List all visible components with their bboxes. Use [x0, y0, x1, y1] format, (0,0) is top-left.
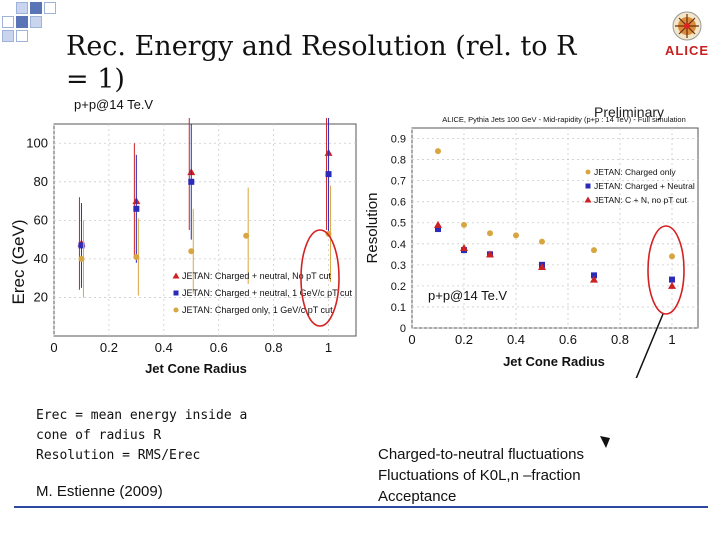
- right-legend-entry-1: JETAN: Charged only: [594, 167, 676, 177]
- explanation-line-1: Charged-to-neutral fluctuations: [378, 446, 584, 463]
- left-series-3-point: [133, 253, 140, 260]
- left-legend-entry-1: JETAN: Charged + neutral, No pT cut: [182, 271, 331, 281]
- note-line-3: Resolution = RMS/Erec: [36, 448, 201, 463]
- right-x-tick-label: 0.6: [559, 332, 577, 347]
- right-legend-entry-3: JETAN: C + N, no pT cut: [594, 195, 688, 205]
- right-series-1-point: [435, 148, 441, 155]
- right-x-tick-label: 0: [408, 332, 415, 347]
- right-series-2-point: [435, 226, 441, 233]
- logo-text: ALICE: [665, 43, 709, 58]
- explanation-list: Charged-to-neutral fluctuations Fluctuat…: [378, 444, 584, 507]
- right-y-tick-label: 0.9: [391, 134, 406, 146]
- left-y-tick-label: 20: [34, 289, 48, 304]
- right-series-1-point: [591, 247, 597, 254]
- right-series-3-point: [590, 275, 598, 283]
- left-x-tick-label: 0.6: [210, 340, 228, 355]
- left-x-tick-label: 0.4: [155, 340, 173, 355]
- annotation-arrow: [635, 313, 664, 378]
- left-x-axis-label: Jet Cone Radius: [145, 361, 247, 376]
- right-series-1-point: [487, 230, 493, 237]
- right-y-tick-label: 0.8: [391, 155, 406, 167]
- right-y-tick-label: 0.3: [391, 260, 406, 272]
- left-series-3-point: [243, 232, 250, 239]
- left-x-tick-label: 1: [325, 340, 332, 355]
- right-series-1-point: [669, 253, 675, 260]
- left-y-tick-label: 60: [34, 212, 48, 227]
- right-series-1-point: [513, 232, 519, 239]
- right-series-3-point: [486, 250, 494, 258]
- right-y-tick-label: 0.7: [391, 176, 406, 188]
- right-series-3-point: [460, 244, 468, 251]
- right-y-tick-label: 0: [400, 323, 406, 335]
- right-series-1-legend-marker: [585, 169, 591, 175]
- right-y-tick-label: 0.1: [391, 302, 406, 314]
- left-series-2-legend-marker: [173, 290, 179, 296]
- right-series-1-point: [461, 221, 467, 228]
- footer-divider: [14, 506, 708, 508]
- left-series-3-legend-marker: [173, 307, 179, 313]
- collision-label-right: p+p@14 Te.V: [428, 288, 507, 303]
- right-y-tick-label: 0.4: [391, 239, 406, 251]
- right-series-3-legend-marker: [584, 196, 592, 203]
- right-plot-title: ALICE, Pythia Jets 100 GeV - Mid-rapidit…: [442, 115, 686, 124]
- right-series-2-legend-marker: [585, 183, 591, 189]
- left-x-tick-label: 0: [50, 340, 57, 355]
- right-series-3-point: [668, 281, 676, 289]
- left-y-axis-label: Erec (GeV): [9, 219, 28, 304]
- explanation-line-3: Acceptance: [378, 488, 457, 505]
- note-line-1: Erec = mean energy inside a: [36, 408, 248, 423]
- left-legend-entry-3: JETAN: Charged only, 1 GeV/c pT cut: [182, 305, 333, 315]
- right-legend-entry-2: JETAN: Charged + Neutral: [594, 181, 695, 191]
- right-y-tick-label: 0.5: [391, 218, 406, 230]
- energy-plot: 0 0.2 0.4 0.6 0.8 1 20 40 60 80 100 Erec (GeV) Jet…: [9, 118, 357, 376]
- left-y-tick-label: 80: [34, 174, 48, 189]
- left-x-tick-label: 0.2: [100, 340, 118, 355]
- right-x-axis-label: Jet Cone Radius: [503, 354, 605, 369]
- right-x-tick-label: 0.4: [507, 332, 525, 347]
- left-series-2-point: [188, 178, 195, 185]
- right-y-tick-label: 0.6: [391, 197, 406, 209]
- left-series-3-point: [188, 248, 195, 255]
- left-legend-entry-2: JETAN: Charged + neutral, 1 GeV/c pT cut: [182, 288, 352, 298]
- resolution-plot: ALICE, Pythia Jets 100 GeV - Mid-rapidit…: [364, 115, 699, 378]
- right-series-1-point: [539, 238, 545, 245]
- left-series-2-point: [325, 171, 332, 178]
- annotation-arrowhead: [600, 436, 610, 448]
- left-highlight-circle: [300, 229, 340, 327]
- right-highlight-circle: [647, 225, 685, 315]
- right-x-tick-label: 0.8: [611, 332, 629, 347]
- right-series-3-point: [434, 220, 442, 228]
- left-series-2-point: [78, 242, 85, 249]
- explanation-line-2: Fluctuations of K0L,n –fraction: [378, 467, 581, 484]
- right-y-axis-label: Resolution: [364, 193, 381, 264]
- right-y-tick-label: 0.2: [391, 281, 406, 293]
- right-x-tick-label: 0.2: [455, 332, 473, 347]
- slide-title: Rec. Energy and Resolution (rel. to R = …: [66, 31, 577, 95]
- preliminary-label: Preliminary: [594, 104, 665, 120]
- left-series-1-legend-marker: [172, 272, 180, 279]
- left-y-tick-label: 100: [26, 135, 48, 150]
- left-series-2-point: [133, 205, 140, 212]
- right-series-2-point: [669, 276, 675, 283]
- left-y-tick-label: 40: [34, 251, 48, 266]
- right-x-tick-label: 1: [668, 332, 675, 347]
- right-series-3-point: [538, 262, 546, 270]
- right-series-2-point: [591, 272, 597, 279]
- definition-notes: Erec = mean energy inside a cone of radi…: [36, 406, 247, 466]
- left-x-tick-label: 0.8: [265, 340, 283, 355]
- note-line-2: cone of radius R: [36, 428, 162, 443]
- alice-logo: ALICE: [660, 8, 714, 58]
- author-citation: M. Estienne (2009): [36, 483, 163, 500]
- collision-label-left: p+p@14 Te.V: [74, 97, 154, 112]
- left-series-3-point: [78, 255, 85, 262]
